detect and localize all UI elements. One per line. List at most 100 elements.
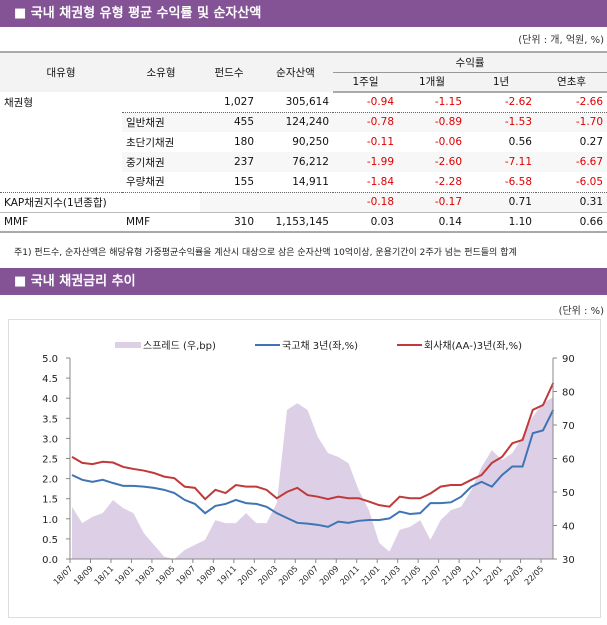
cell-assets: 90,250: [292, 136, 329, 148]
cell-m1: -0.17: [398, 191, 466, 212]
gov-3y-line: [71, 409, 555, 528]
cell-ytd: 0.31: [536, 191, 607, 212]
table-row: 중기채권 237 76,212 -1.99 -2.60 -7.11 -6.67: [0, 152, 607, 172]
x-tick-label: 21/09: [441, 564, 464, 587]
table-row: 우량채권 155 14,911 -1.84 -2.28 -6.58 -6.05: [0, 172, 607, 192]
x-tick-label: 20/07: [298, 564, 321, 587]
header-ytd: 연초후: [536, 71, 607, 93]
spread-area: [72, 396, 554, 559]
unit-label: (단위 : %): [558, 306, 604, 317]
cell-w1: -0.11: [366, 136, 394, 148]
y-right-tick-label: 50: [562, 488, 575, 499]
header-returns: 수익률: [333, 51, 607, 72]
y-left-tick-label: 4.5: [42, 374, 58, 385]
header-assets: 순자산액: [258, 51, 333, 92]
section-header-returns: ■ 국내 채권형 유형 평균 수익률 및 순자산액: [0, 0, 607, 27]
cell-minor: 우량채권: [126, 176, 165, 189]
header-1w: 1주일: [333, 71, 398, 93]
cell-funds: [200, 191, 258, 212]
y-left-tick-label: 0.0: [42, 555, 58, 566]
x-tick-label: 20/11: [338, 564, 361, 587]
x-tick-label: 21/03: [379, 564, 402, 587]
cell-minor: MMF: [122, 211, 200, 233]
legend-corp-label: 회사채(AA-)3년(좌,%): [424, 340, 522, 352]
cell-m1: -0.06: [434, 136, 462, 148]
cell-assets: 305,614: [285, 95, 329, 108]
cell-funds: 155: [233, 175, 254, 188]
cell-major: 채권형: [4, 96, 33, 109]
section-header-rates: ■ 국내 채권금리 추이: [0, 268, 607, 295]
x-tick-label: 21/01: [359, 564, 382, 587]
cell-ytd: -2.66: [575, 96, 604, 109]
x-tick-label: 19/01: [113, 564, 136, 587]
x-tick-label: 20/01: [236, 564, 259, 587]
cell-major: [0, 112, 122, 132]
y-right-tick-label: 40: [562, 522, 575, 533]
cell-w1: -1.99: [333, 152, 398, 172]
returns-table: 대유형 소유형 펀드수 순자산액 수익률 1주일 1개월 1년 연초후 채권형 1…: [0, 51, 607, 233]
cell-y1: -6.58: [504, 175, 532, 188]
cell-ytd: -1.70: [536, 111, 607, 132]
table-row: MMF MMF 310 1,153,145 0.03 0.14 1.10 0.66: [0, 211, 607, 233]
y-left-tick-label: 1.0: [42, 515, 58, 526]
cell-ytd: 0.66: [536, 211, 607, 233]
table-row: KAP채권지수(1년종합) -0.18 -0.17 0.71 0.31: [0, 191, 607, 212]
cell-ytd: -6.05: [575, 175, 604, 188]
y-left-tick-label: 2.0: [42, 475, 58, 486]
legend-spread-label: 스프레드 (우,bp): [143, 340, 216, 352]
cell-minor: 중기채권: [122, 152, 200, 172]
cell-m1: -2.28: [434, 175, 462, 188]
y-right-tick-label: 60: [562, 455, 575, 466]
y-left-tick-label: 4.0: [42, 394, 58, 405]
header-minor: 소유형: [122, 51, 200, 92]
legend-gov-label: 국고채 3년(좌,%): [282, 340, 358, 352]
cell-assets: 76,212: [258, 152, 333, 172]
x-tick-label: 18/07: [52, 564, 75, 587]
x-tick-label: 21/07: [420, 564, 443, 587]
y-left-tick-label: 3.0: [42, 434, 58, 445]
cell-funds: 237: [200, 152, 258, 172]
x-tick-label: 22/01: [482, 564, 505, 587]
cell-funds: 310: [200, 211, 258, 233]
cell-assets: 14,911: [292, 175, 329, 188]
cell-major: [0, 152, 122, 172]
x-tick-label: 20/05: [277, 564, 300, 587]
section-title: ■ 국내 채권금리 추이: [14, 274, 136, 289]
cell-y1: -7.11: [466, 152, 536, 172]
cell-major: KAP채권지수(1년종합): [0, 191, 200, 212]
header-major: 대유형: [0, 51, 122, 92]
corp-aa-3y-line: [71, 382, 555, 508]
chart-frame: [8, 319, 601, 618]
x-tick-label: 22/05: [523, 564, 546, 587]
table-row: 초단기채권 180 90,250 -0.11 -0.06 0.56 0.27: [0, 132, 607, 152]
cell-funds: 455: [200, 111, 258, 132]
header-1y: 1년: [466, 71, 536, 93]
y-right-tick-label: 30: [562, 555, 575, 566]
cell-y1: -2.62: [504, 96, 532, 109]
y-left-tick-label: 1.5: [42, 495, 58, 506]
cell-y1: 1.10: [466, 211, 536, 233]
legend-spread-swatch: [115, 342, 141, 348]
y-right-tick-label: 90: [562, 354, 575, 365]
cell-w1: 0.03: [333, 211, 398, 233]
x-tick-label: 19/09: [195, 564, 218, 587]
x-tick-label: 20/03: [257, 564, 280, 587]
cell-y1: -1.53: [466, 111, 536, 132]
cell-y1: 0.56: [508, 136, 532, 148]
cell-w1: -0.78: [333, 111, 398, 132]
y-left-tick-label: 2.5: [42, 455, 58, 466]
y-left-tick-label: 5.0: [42, 354, 58, 365]
table-row: 일반채권 455 124,240 -0.78 -0.89 -1.53 -1.70: [0, 111, 607, 132]
x-tick-label: 19/05: [154, 564, 177, 587]
cell-major: MMF: [0, 211, 122, 233]
cell-funds: 180: [233, 136, 254, 148]
x-tick-label: 18/11: [93, 564, 116, 587]
cell-w1: -1.84: [366, 175, 394, 188]
x-tick-label: 21/11: [461, 564, 484, 587]
cell-funds: 1,027: [223, 95, 254, 108]
header-1m: 1개월: [398, 71, 466, 93]
cell-assets: 1,153,145: [258, 211, 333, 233]
cell-ytd: -6.67: [536, 152, 607, 172]
table-row: 채권형 1,027 305,614 -0.94 -1.15 -2.62 -2.66: [0, 92, 607, 112]
cell-m1: -1.15: [434, 96, 462, 109]
